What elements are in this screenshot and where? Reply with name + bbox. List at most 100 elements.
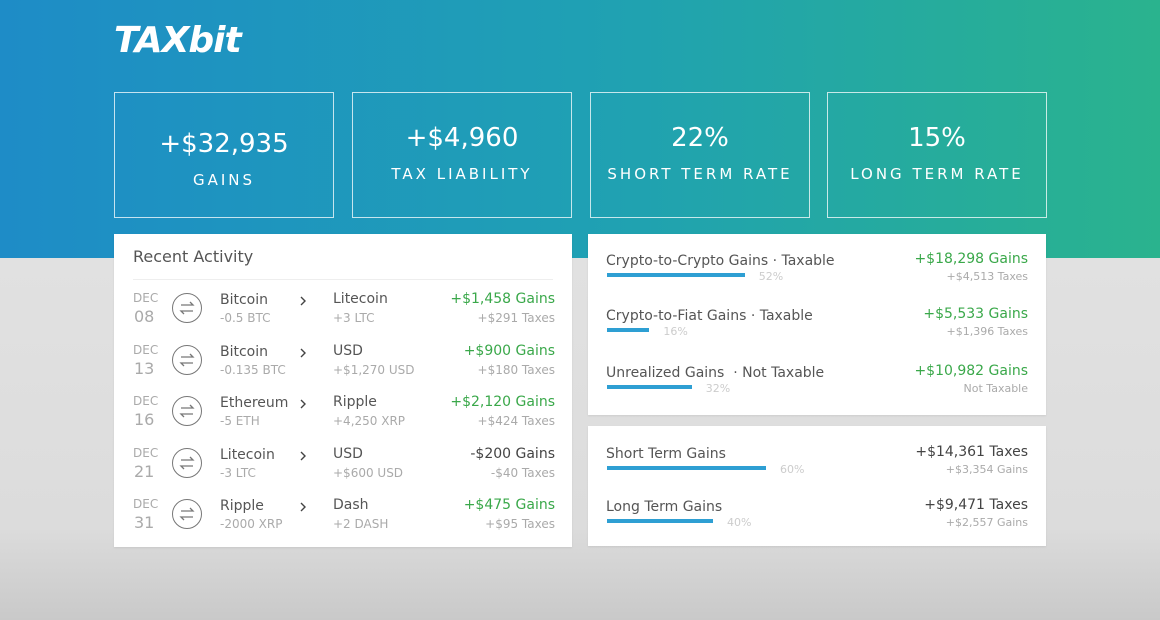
to-coin: USD [333,445,363,462]
activity-title: Recent Activity [133,247,254,266]
stat-box: 15% LONG TERM RATE [827,92,1047,218]
stat-label: SHORT TERM RATE [607,165,793,183]
terms-card: Short Term Gains 60% +$14,361 Taxes +$3,354… [588,426,1046,546]
row-amount: +$10,982 Gains [914,363,1028,379]
swap-icon [172,344,202,375]
share-bar [607,519,713,523]
from-coin: Bitcoin [220,343,269,360]
tax: +$180 Taxes [477,362,555,377]
stat-label: TAX LIABILITY [391,165,533,183]
stat-value: 15% [908,123,966,153]
month: DEC [133,394,159,408]
row-sub: +$3,354 Gains [945,463,1028,476]
share-bar [607,328,650,332]
swap-icon [172,396,202,426]
gain: -$200 Gains [470,445,555,462]
row-sub: +$4,513 Taxes [946,270,1028,283]
share-label: 40% [727,516,752,529]
stat-value: +$32,935 [159,129,289,159]
row-name: Long Term Gains [606,499,723,515]
from-amount: -3 LTC [220,465,256,480]
header-band [0,0,1160,258]
tax: +$291 Taxes [477,311,555,325]
row-name: Unrealized Gains · Not Taxable [606,365,825,381]
day: 31 [134,513,155,532]
divider [133,279,553,280]
chevron [299,499,307,513]
stat-value: 22% [671,123,729,153]
gain: +$475 Gains [463,497,555,513]
chevron-icon [300,348,306,357]
chevron [299,345,307,359]
day: 16 [134,410,155,429]
stat-box: +$4,960 TAX LIABILITY [352,92,572,218]
to-amount: +3 LTC [333,311,375,325]
chevron-icon [300,451,306,460]
share-label: 16% [663,325,688,338]
day: 21 [134,461,155,481]
from-coin: Bitcoin [220,292,269,308]
from-coin: Litecoin [220,446,275,463]
swap-arrows [179,507,195,521]
from-coin: Ethereum [220,395,289,411]
chevron-icon [300,399,306,409]
chevron-icon [300,502,306,512]
to-amount: +2 DASH [333,517,389,531]
swap-arrows [179,353,195,366]
to-coin: Litecoin [333,291,388,307]
share-label: 32% [705,382,731,395]
stat-label: GAINS [192,171,256,189]
day: 08 [134,307,155,326]
share-label: 52% [758,270,784,283]
tax: -$40 Taxes [490,465,555,480]
month: DEC [133,497,159,511]
chevron [299,448,307,462]
row-amount: +$18,298 Gains [914,251,1028,267]
row-amount: +$5,533 Gains [923,306,1028,322]
to-coin: Dash [333,497,369,513]
row-name: Crypto-to-Crypto Gains · Taxable [606,253,835,269]
share-bar [607,273,745,277]
gain: +$900 Gains [463,342,555,359]
row-sub: +$1,396 Taxes [946,325,1028,338]
swap-arrows [179,404,195,418]
chevron-icon [300,296,306,306]
stat-box: +$32,935 GAINS [114,92,334,218]
row-amount: +$9,471 Taxes [924,497,1028,513]
row-amount: +$14,361 Taxes [915,444,1028,460]
from-amount: -0.135 BTC [220,362,286,377]
month: DEC [133,445,159,460]
activity-card: Recent Activity DEC 08 Bitcoin -0.5 BTC Litec… [114,234,572,547]
from-amount: -2000 XRP [220,517,283,531]
from-amount: -0.5 BTC [220,311,271,325]
tax: +$95 Taxes [485,517,555,531]
stat-box: 22% SHORT TERM RATE [590,92,810,218]
share-label: 60% [780,463,805,476]
month: DEC [133,291,159,305]
stat-value: +$4,960 [405,123,519,153]
gain: +$2,120 Gains [450,394,555,410]
row-name: Short Term Gains [606,446,726,462]
row-name: Crypto-to-Fiat Gains · Taxable [606,308,813,324]
chevron [299,293,307,307]
stat-label: LONG TERM RATE [850,165,1024,183]
month: DEC [133,342,159,357]
to-coin: Ripple [333,394,377,410]
to-amount: +$1,270 USD [333,362,415,377]
day: 13 [134,358,155,378]
gain: +$1,458 Gains [450,291,555,307]
share-bar [607,385,692,389]
from-amount: -5 ETH [220,414,260,428]
swap-arrows [179,301,195,315]
swap-icon [172,293,202,323]
share-bar [607,466,766,470]
tax: +$424 Taxes [477,414,555,428]
from-coin: Ripple [220,498,264,514]
to-coin: USD [333,342,363,359]
swap-icon [172,447,202,478]
row-sub: Not Taxable [963,382,1028,395]
to-amount: +4,250 XRP [333,414,406,428]
breakdown-card: Crypto-to-Crypto Gains · Taxable 52% +$18,… [588,234,1046,415]
brand-logo: TAXbit [114,20,242,61]
to-amount: +$600 USD [333,465,404,480]
